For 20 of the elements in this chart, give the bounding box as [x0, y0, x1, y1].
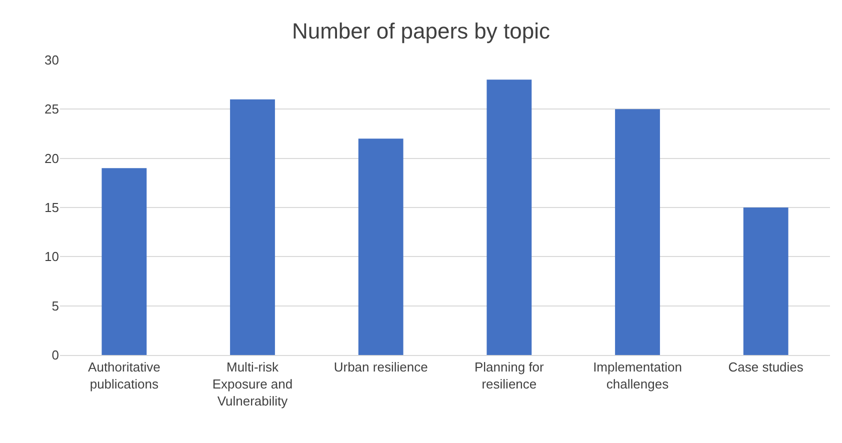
- bar: [358, 138, 404, 355]
- y-tick-label: 5: [52, 298, 59, 314]
- bar: [743, 208, 788, 355]
- x-tick-label: Planning for resilience: [474, 360, 545, 392]
- x-tick-label: Multi-risk Exposure and Vulnerability: [212, 360, 293, 408]
- y-tick-label: 25: [44, 102, 59, 117]
- chart-title: Number of papers by topic: [292, 18, 550, 44]
- bar: [615, 109, 660, 355]
- bar: [486, 80, 532, 355]
- y-tick-label: 15: [44, 200, 59, 216]
- y-tick-label: 0: [52, 348, 59, 363]
- x-tick-label: Authoritative publications: [88, 360, 160, 392]
- x-tick-label: Implementation challenges: [593, 360, 682, 392]
- y-tick-label: 30: [44, 52, 59, 68]
- y-tick-label: 10: [44, 249, 59, 264]
- bar: [230, 99, 275, 355]
- x-tick-label: Urban resilience: [334, 360, 428, 375]
- bar: [102, 168, 147, 355]
- y-tick-label: 20: [44, 150, 59, 166]
- x-tick-label: Case studies: [728, 360, 804, 375]
